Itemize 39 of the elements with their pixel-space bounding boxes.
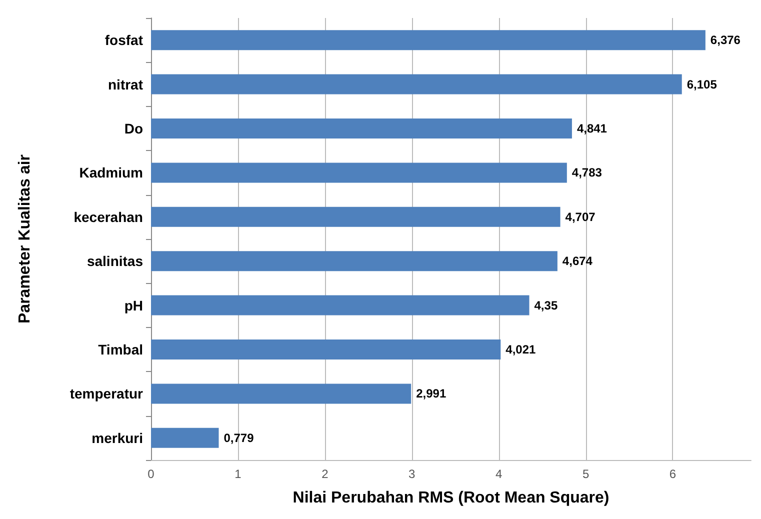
y-tick-label: pH [124, 297, 143, 314]
data-label: 0,779 [224, 430, 254, 445]
y-tick-label: salinitas [86, 253, 144, 270]
data-label: 4,783 [572, 166, 602, 180]
y-axis-title: Parameter Kualitas air [16, 154, 34, 324]
data-label: 4,707 [565, 210, 596, 224]
x-tick-label: 1 [234, 467, 242, 481]
y-tick-label: Timbal [98, 342, 143, 358]
data-label: 4,674 [562, 254, 593, 268]
x-tick-label: 4 [495, 467, 502, 481]
bar [151, 74, 682, 94]
bar [151, 206, 560, 227]
data-label: 2,991 [416, 386, 446, 401]
bar [151, 295, 530, 316]
x-tick-label: 2 [322, 467, 329, 481]
bar [151, 428, 219, 448]
y-tick-label: Do [124, 120, 143, 136]
y-tick-label: Kadmium [79, 164, 143, 181]
data-label: 4,021 [506, 342, 536, 356]
data-label: 4,841 [576, 122, 608, 136]
bar [151, 118, 572, 138]
y-tick-label: fosfat [104, 32, 144, 48]
bar [151, 162, 567, 183]
data-label: 4,35 [534, 298, 558, 312]
y-tick-label: nitrat [108, 76, 144, 92]
bar [151, 384, 412, 404]
x-tick-label: 3 [408, 467, 416, 481]
bar [151, 340, 501, 360]
y-tick-label: merkuri [92, 430, 143, 446]
y-tick-label: kecerahan [74, 208, 143, 225]
bar [151, 30, 706, 50]
x-tick-label: 5 [582, 467, 590, 481]
x-tick-label: 6 [669, 467, 676, 481]
data-label: 6,105 [686, 77, 718, 92]
x-tick-label: 0 [148, 467, 155, 481]
x-axis-title: Nilai Perubahan RMS (Root Mean Square) [292, 490, 610, 506]
data-label: 6,376 [710, 33, 741, 48]
bar [151, 251, 558, 272]
y-tick-label: temperatur [70, 386, 144, 402]
